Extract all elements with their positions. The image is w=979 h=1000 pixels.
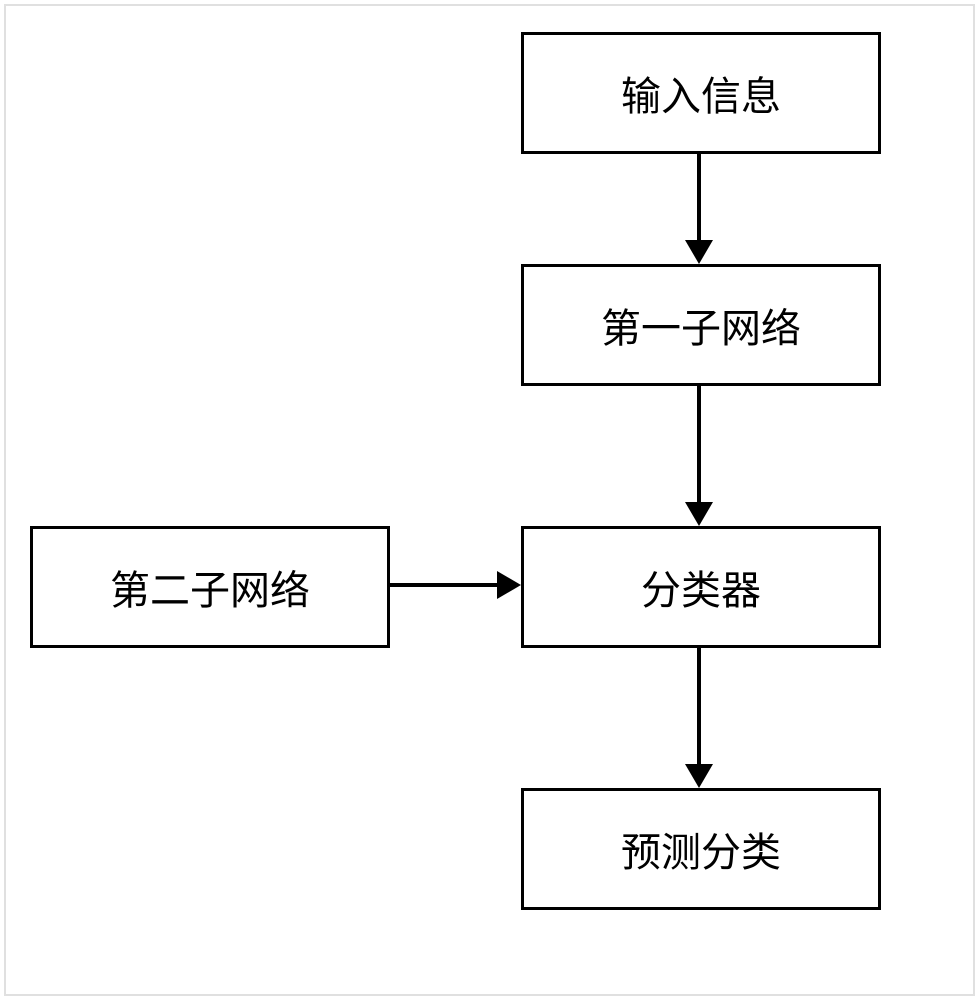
edge-input-subnet1-arrow <box>685 240 713 264</box>
node-output: 预测分类 <box>521 788 881 910</box>
node-output-label: 预测分类 <box>621 820 781 878</box>
node-subnet1: 第一子网络 <box>521 264 881 386</box>
node-classifier-label: 分类器 <box>641 558 761 616</box>
node-input: 输入信息 <box>521 32 881 154</box>
edge-input-subnet1-line <box>697 154 701 242</box>
node-classifier: 分类器 <box>521 526 881 648</box>
node-subnet1-label: 第一子网络 <box>601 296 801 354</box>
edge-subnet1-classifier-line <box>697 386 701 504</box>
node-input-label: 输入信息 <box>621 64 781 122</box>
diagram-container: 输入信息 第一子网络 第二子网络 分类器 预测分类 <box>4 4 975 996</box>
edge-subnet1-classifier-arrow <box>685 502 713 526</box>
edge-classifier-output-arrow <box>685 764 713 788</box>
node-subnet2-label: 第二子网络 <box>110 558 310 616</box>
edge-subnet2-classifier-arrow <box>497 571 521 599</box>
node-subnet2: 第二子网络 <box>30 526 390 648</box>
edge-classifier-output-line <box>697 648 701 766</box>
edge-subnet2-classifier-line <box>390 583 499 587</box>
